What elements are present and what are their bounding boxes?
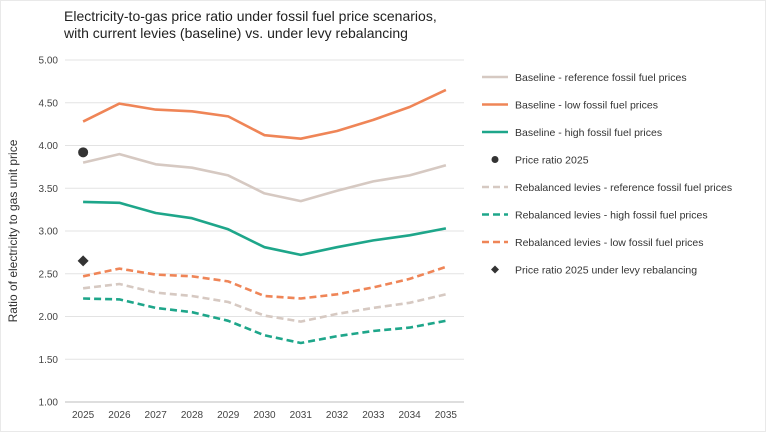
series-line — [82, 152, 447, 203]
series-line — [83, 297, 447, 345]
x-tick-label: 2029 — [217, 410, 240, 421]
series-line — [83, 200, 447, 257]
y-axis-label: Ratio of electricity to gas unit price — [6, 139, 20, 322]
y-tick-label: 1.00 — [39, 398, 59, 409]
legend-label: Baseline - high fossil fuel prices — [515, 127, 662, 139]
legend-label: Price ratio 2025 under levy rebalancing — [515, 264, 697, 276]
data-point-circle — [78, 147, 89, 158]
y-tick-label: 4.50 — [39, 98, 59, 109]
x-tick-label: 2033 — [362, 410, 385, 421]
legend-swatch — [491, 156, 499, 163]
legend-label: Baseline - low fossil fuel prices — [515, 99, 658, 111]
y-tick-label: 5.00 — [39, 56, 59, 67]
legend-label: Baseline - reference fossil fuel prices — [515, 72, 687, 84]
x-tick-label: 2034 — [398, 410, 421, 421]
x-tick-label: 2028 — [181, 410, 204, 421]
legend-label: Rebalanced levies - low fossil fuel pric… — [515, 237, 704, 249]
chart-title: Electricity-to-gas price ratio under fos… — [64, 8, 437, 41]
x-tick-label: 2035 — [435, 410, 458, 421]
y-tick-label: 2.50 — [39, 269, 59, 280]
y-tick-label: 4.00 — [39, 141, 59, 152]
data-point-diamond — [77, 255, 89, 267]
x-tick-label: 2030 — [253, 410, 276, 421]
legend-label: Rebalanced levies - reference fossil fue… — [515, 182, 732, 194]
y-tick-label: 1.50 — [39, 355, 59, 366]
legend-swatch — [491, 265, 499, 274]
legend-label: Rebalanced levies - high fossil fuel pri… — [515, 209, 708, 221]
x-tick-label: 2025 — [72, 410, 95, 421]
series-line — [82, 88, 447, 140]
x-tick-label: 2027 — [145, 410, 168, 421]
y-tick-label: 3.50 — [39, 184, 59, 195]
series-line — [82, 265, 447, 300]
y-tick-label: 2.00 — [39, 312, 59, 323]
y-tick-label: 3.00 — [39, 227, 59, 238]
x-tick-label: 2032 — [326, 410, 349, 421]
x-tick-label: 2026 — [108, 410, 131, 421]
x-tick-label: 2031 — [290, 410, 313, 421]
series-line — [82, 282, 447, 323]
legend-label: Price ratio 2025 — [515, 154, 589, 166]
